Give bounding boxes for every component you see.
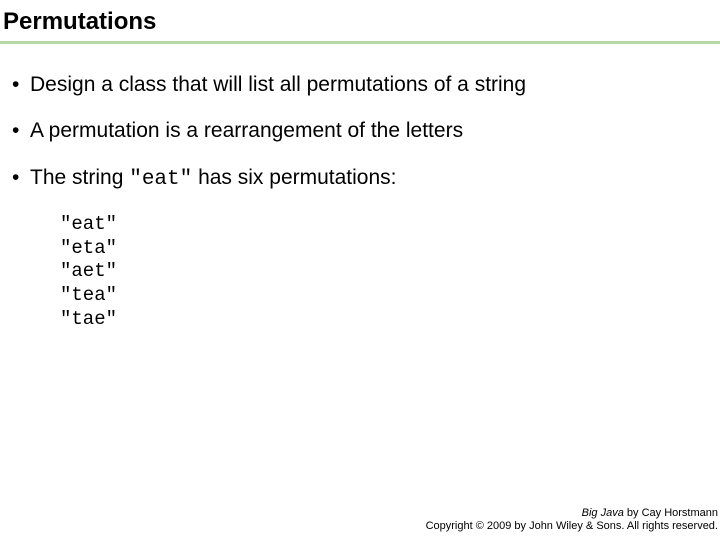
bullet-code: "eat" [129, 168, 192, 191]
permutation-item: "tae" [60, 308, 708, 332]
bullet-text-prefix: The string [30, 166, 129, 189]
footer-book-title: Big Java [582, 507, 624, 519]
permutation-item: "eta" [60, 237, 708, 261]
slide-footer: Big Java by Cay Horstmann Copyright © 20… [426, 507, 718, 535]
title-underline [0, 41, 720, 44]
bullet-text: A permutation is a rearrangement of the … [30, 118, 463, 144]
slide-title: Permutations [3, 8, 156, 36]
permutation-item: "eat" [60, 213, 708, 237]
bullet-text: Design a class that will list all permut… [30, 72, 526, 98]
bullet-item: • The string "eat" has six permutations: [12, 165, 708, 193]
footer-author: by Cay Horstmann [624, 507, 718, 519]
permutation-list: "eat" "eta" "aet" "tea" "tae" [60, 213, 708, 332]
bullet-dot-icon: • [12, 118, 30, 143]
bullet-item: • Design a class that will list all perm… [12, 72, 708, 98]
bullet-item: • A permutation is a rearrangement of th… [12, 118, 708, 144]
permutation-item: "tea" [60, 284, 708, 308]
footer-copyright: Copyright © 2009 by John Wiley & Sons. A… [426, 520, 718, 534]
bullet-dot-icon: • [12, 72, 30, 97]
permutation-item: "aet" [60, 260, 708, 284]
bullet-dot-icon: • [12, 165, 30, 190]
bullet-text: The string "eat" has six permutations: [30, 165, 397, 193]
slide-body: • Design a class that will list all perm… [12, 72, 708, 332]
bullet-text-suffix: has six permutations: [192, 166, 396, 189]
footer-line-1: Big Java by Cay Horstmann [426, 507, 718, 521]
